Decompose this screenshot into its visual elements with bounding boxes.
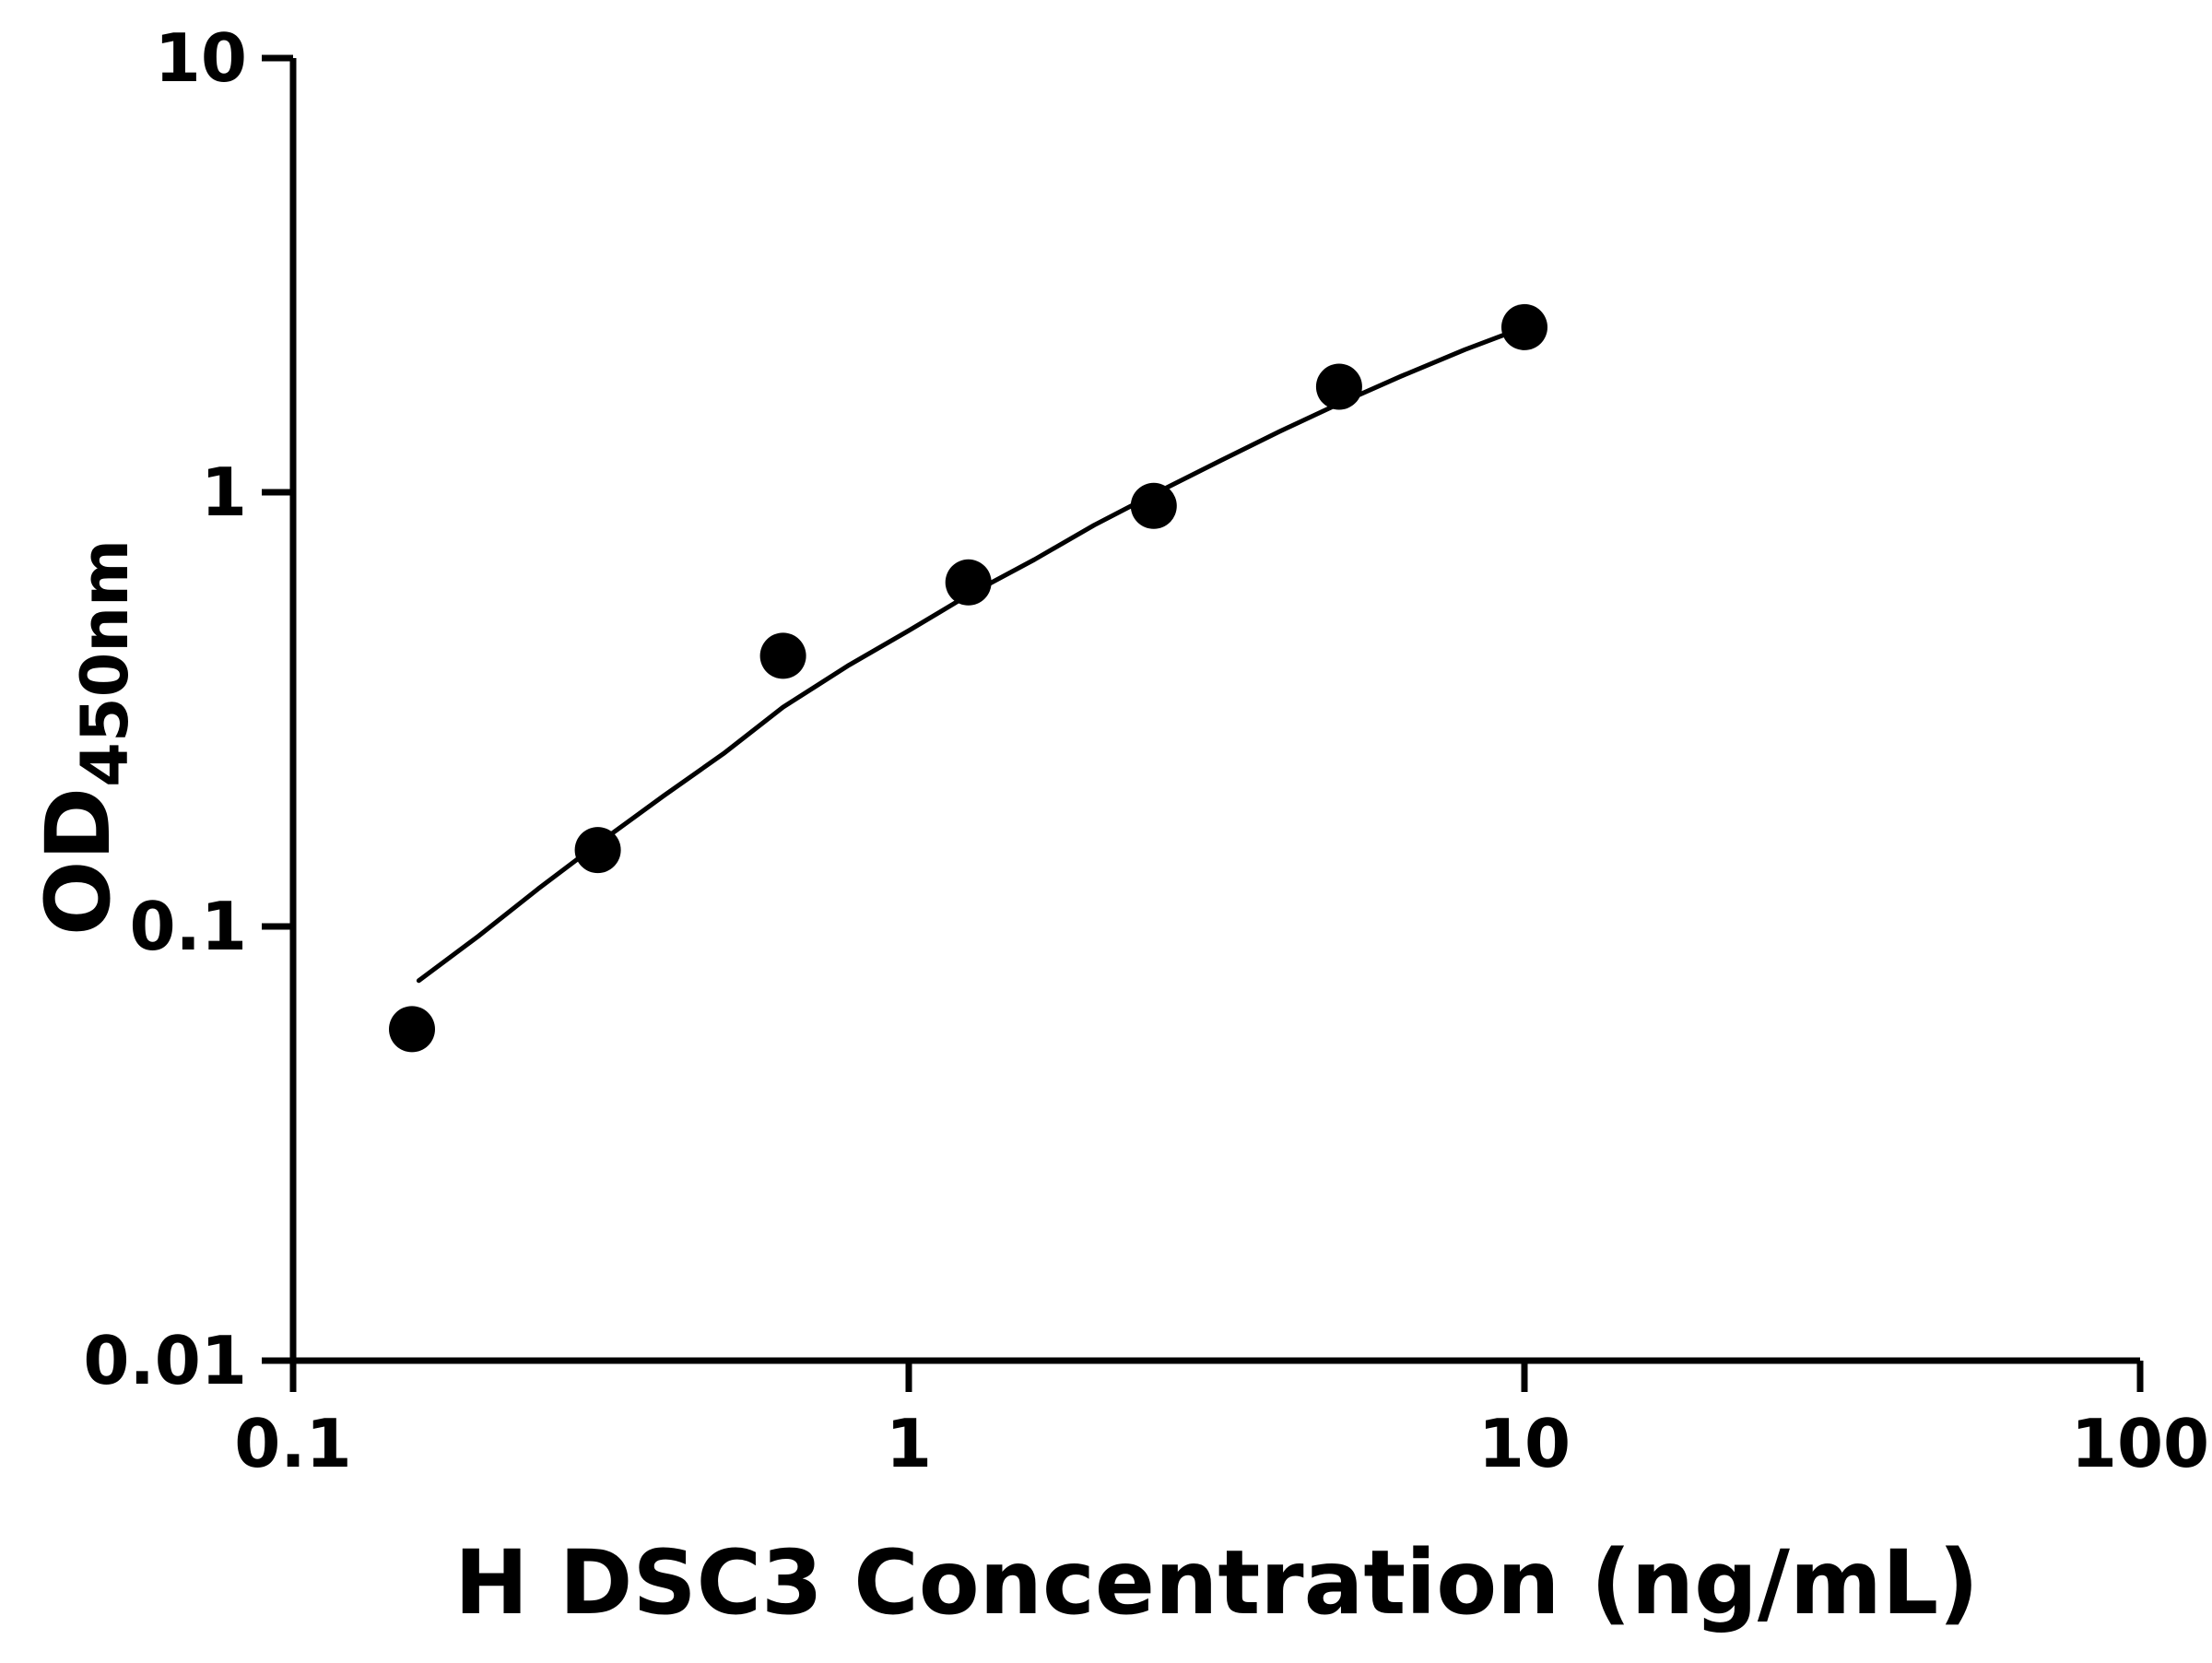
x-axis-title: H DSC3 Concentration (ng/mL) [454, 1531, 1979, 1634]
fit-curve [416, 324, 1527, 984]
data-point [1315, 363, 1362, 410]
y-axis-title: OD450nm [27, 539, 143, 936]
data-point [389, 1006, 435, 1053]
y-axis-tick-label: 0.01 [83, 1322, 247, 1399]
y-axis-tick-label: 0.1 [129, 888, 247, 965]
data-point [574, 827, 621, 874]
y-axis-tick-label: 10 [155, 19, 247, 97]
y-axis-title-main: OD [27, 787, 130, 936]
x-axis-tick-label: 10 [1478, 1405, 1571, 1482]
x-axis-tick-label: 0.1 [234, 1405, 352, 1482]
x-axis-tick-label: 1 [886, 1405, 932, 1482]
axis-spines [289, 58, 2140, 1364]
data-point [759, 632, 806, 679]
y-axis-title-sub: 450nm [67, 539, 143, 787]
x-axis-tick-label: 100 [2071, 1405, 2209, 1482]
data-series-layer [389, 303, 1547, 1053]
y-axis-tick-label: 1 [201, 454, 247, 531]
data-point [1130, 482, 1177, 529]
data-point [1501, 303, 1547, 350]
data-point [945, 559, 992, 606]
